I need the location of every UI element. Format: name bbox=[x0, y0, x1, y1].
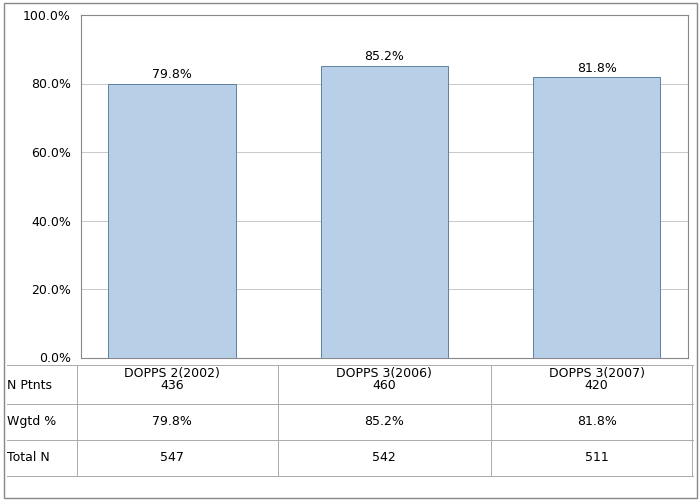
Text: 547: 547 bbox=[160, 451, 184, 464]
Bar bbox=[108, 84, 236, 357]
Text: Total N: Total N bbox=[7, 451, 50, 464]
Text: 436: 436 bbox=[160, 379, 183, 392]
Text: N Ptnts: N Ptnts bbox=[7, 379, 52, 392]
Text: 511: 511 bbox=[585, 451, 608, 464]
Text: 460: 460 bbox=[372, 379, 396, 392]
Text: 420: 420 bbox=[585, 379, 608, 392]
Text: Wgtd %: Wgtd % bbox=[7, 415, 56, 428]
Text: 81.8%: 81.8% bbox=[577, 415, 617, 428]
Text: 542: 542 bbox=[372, 451, 396, 464]
Text: 79.8%: 79.8% bbox=[152, 68, 192, 82]
Text: 85.2%: 85.2% bbox=[365, 415, 404, 428]
Text: 81.8%: 81.8% bbox=[577, 62, 617, 74]
Bar bbox=[533, 78, 661, 357]
Text: 85.2%: 85.2% bbox=[365, 50, 404, 63]
Text: 79.8%: 79.8% bbox=[152, 415, 192, 428]
Bar bbox=[321, 66, 448, 358]
